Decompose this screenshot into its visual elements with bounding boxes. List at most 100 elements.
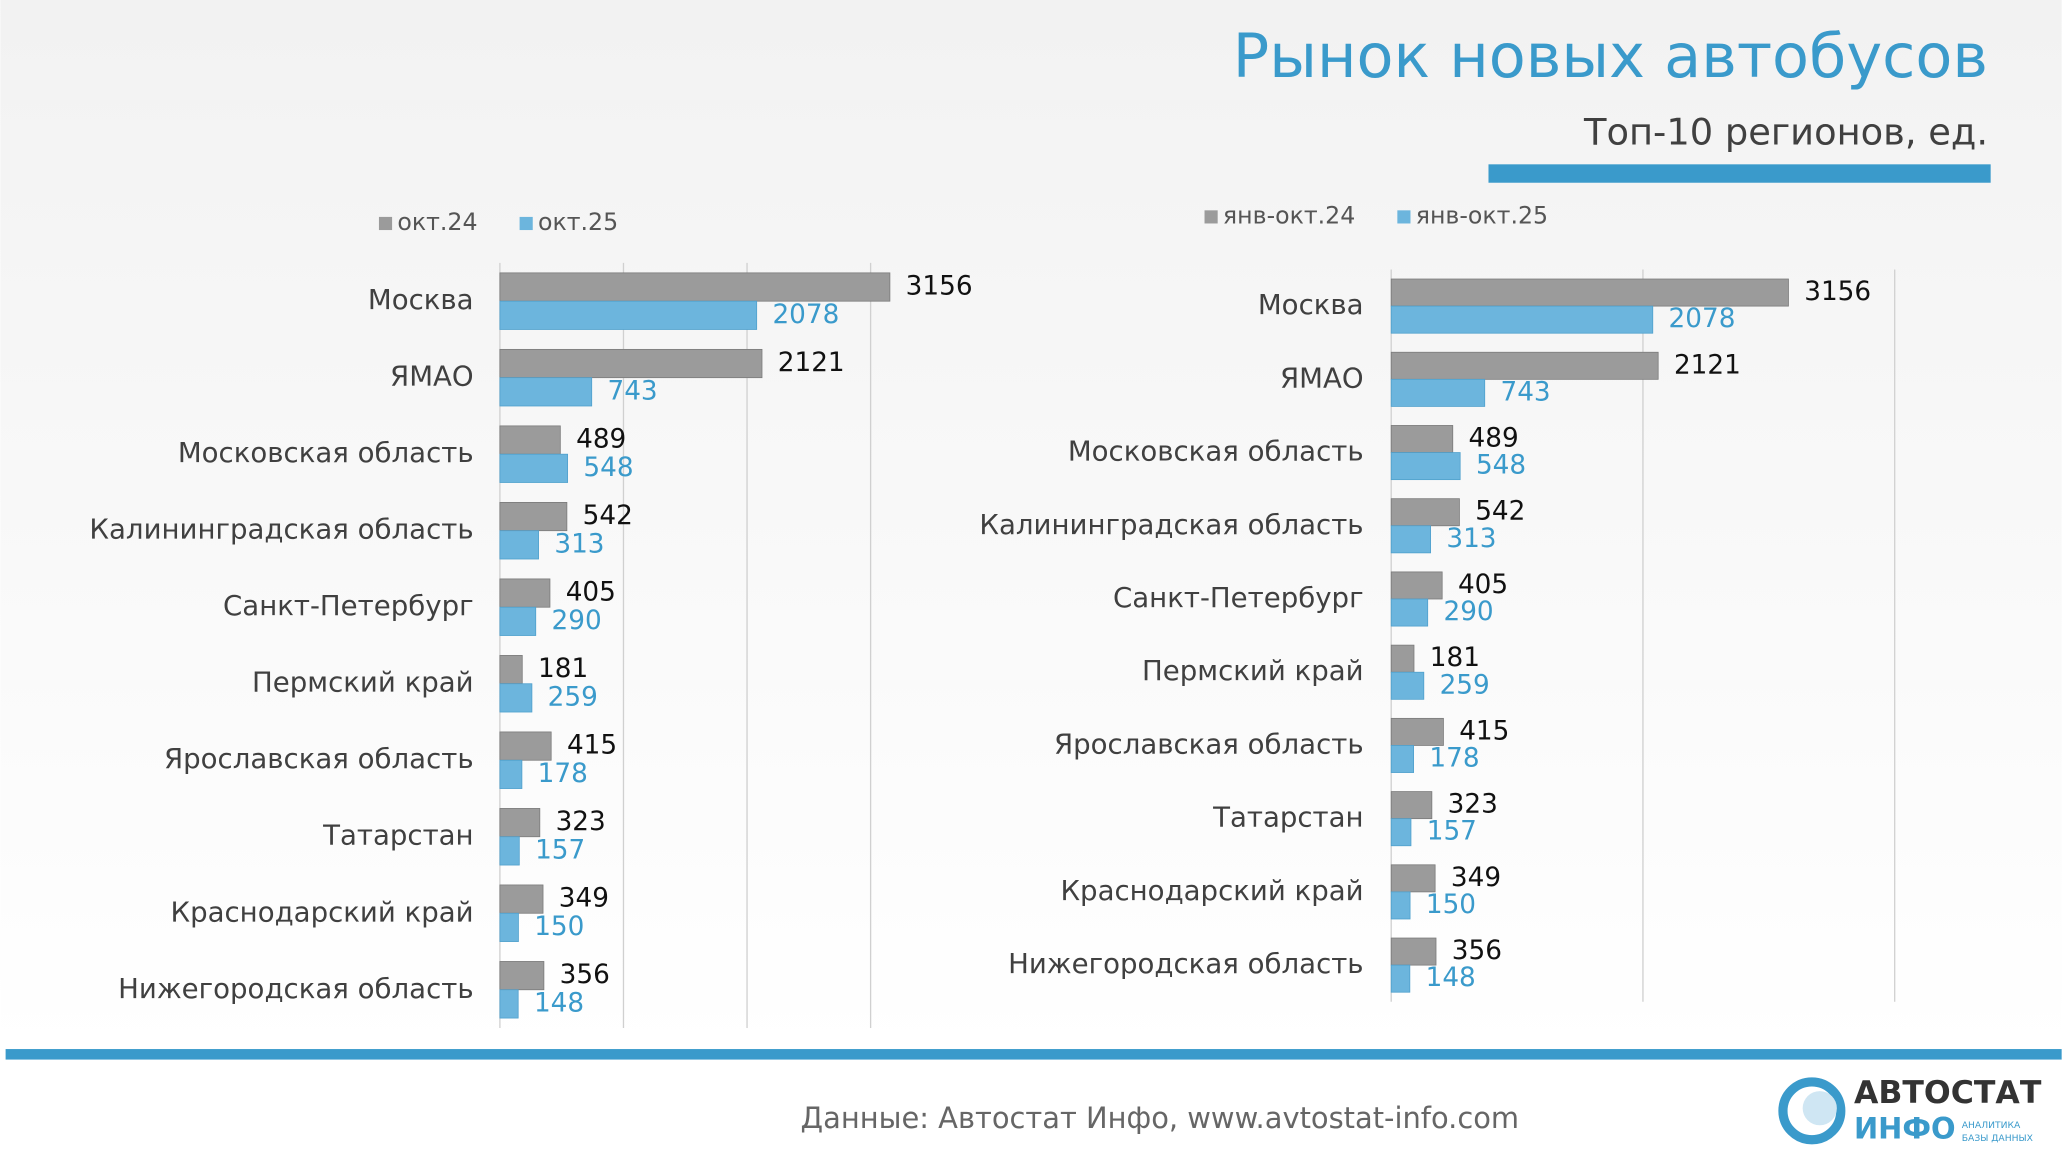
value-label: 181 (1430, 643, 1480, 673)
value-label: 2121 (1674, 350, 1741, 380)
bar (1390, 278, 1789, 307)
bar (499, 808, 541, 838)
value-label: 148 (534, 988, 584, 1018)
category-label: Краснодарский край (1060, 874, 1363, 907)
category-label: Краснодарский край (170, 895, 473, 928)
source: Данные: Автостат Инфо, www.avtostat-info… (801, 1101, 1520, 1135)
bar (499, 348, 763, 379)
bar (1390, 717, 1444, 746)
value-label: 157 (535, 835, 585, 865)
value-label: 290 (1443, 597, 1493, 627)
logo-tag: БАЗЫ ДАННЫХ (1962, 1133, 2033, 1144)
value-label: 743 (1501, 377, 1551, 407)
bar (499, 884, 544, 914)
value-label: 157 (1427, 817, 1477, 847)
bar (1390, 964, 1411, 993)
value-label: 415 (567, 731, 617, 761)
value-label: 548 (583, 453, 633, 483)
value-label: 150 (534, 912, 584, 942)
category-label: Пермский край (252, 666, 474, 699)
title: Рынок новых автобусов (1233, 22, 1988, 92)
bar (1390, 671, 1425, 700)
value-label: 313 (1446, 524, 1496, 554)
bar (1390, 378, 1486, 407)
category-label: Татарстан (322, 819, 473, 852)
value-label: 743 (607, 376, 657, 406)
legend-swatch (1204, 210, 1218, 224)
bar (499, 606, 537, 636)
category-label: Татарстан (1212, 801, 1363, 834)
bar (499, 836, 520, 866)
value-label: 415 (1459, 716, 1509, 746)
value-label: 489 (576, 425, 626, 455)
bar (1390, 525, 1431, 554)
bar (499, 272, 891, 302)
value-label: 290 (552, 606, 602, 636)
header-bar (1488, 164, 1991, 183)
category-label: Нижегородская область (1008, 947, 1363, 980)
bar (1390, 598, 1429, 627)
category-label: Пермский край (1142, 654, 1364, 687)
category-label: Москва (368, 283, 474, 316)
category-label: Московская область (1068, 435, 1364, 468)
category-label: Санкт-Петербург (223, 589, 474, 622)
value-label: 181 (538, 654, 588, 684)
category-label: Нижегородская область (118, 972, 473, 1005)
legend-swatch (1397, 210, 1411, 224)
legend-label: янв-окт.24 (1223, 201, 1355, 229)
value-label: 356 (560, 960, 610, 990)
bar (1390, 571, 1443, 600)
bar (499, 655, 523, 685)
value-label: 323 (1448, 790, 1498, 820)
bar (499, 912, 519, 942)
category-label: Ярославская область (1054, 727, 1364, 760)
bar (499, 530, 539, 560)
bar (1390, 745, 1415, 773)
category-label: Калининградская область (89, 513, 473, 546)
logo-icon-inner (1802, 1091, 1837, 1126)
bar (1390, 498, 1460, 527)
value-label: 150 (1426, 890, 1476, 920)
value-label: 2121 (778, 348, 845, 378)
bar (1390, 818, 1412, 847)
bar (1390, 864, 1436, 893)
bar (499, 759, 523, 789)
legend-label: янв-окт.25 (1416, 201, 1548, 229)
logo-text: ИНФО (1854, 1112, 1956, 1146)
footer-bar (5, 1049, 2062, 1060)
bar (1390, 305, 1654, 334)
legend-swatch (519, 216, 533, 231)
bar (499, 578, 551, 608)
value-label: 542 (583, 501, 633, 531)
legend-label: окт.25 (538, 208, 618, 236)
bar (1390, 937, 1437, 966)
category-label: Москва (1258, 288, 1364, 321)
bar (1390, 891, 1411, 920)
value-label: 542 (1475, 497, 1525, 527)
bar (499, 453, 569, 483)
category-label: ЯМАО (390, 360, 474, 393)
legend-swatch (378, 216, 393, 231)
category-label: Санкт-Петербург (1113, 581, 1364, 614)
logo: АВТОСТАТ ИНФО АНАЛИТИКА БАЗЫ ДАННЫХ (1778, 1075, 2042, 1146)
bar (499, 425, 561, 455)
value-label: 313 (554, 529, 604, 559)
value-label: 323 (556, 807, 606, 837)
value-label: 489 (1469, 424, 1519, 454)
value-label: 3156 (1804, 277, 1871, 307)
bar (1390, 791, 1433, 820)
logo-tag: АНАЛИТИКА (1962, 1120, 2021, 1131)
value-label: 548 (1476, 451, 1526, 481)
subtitle: Топ-10 регионов, ед. (1583, 111, 1988, 154)
category-label: ЯМАО (1280, 361, 1364, 394)
bar (499, 961, 545, 991)
value-label: 349 (1451, 863, 1501, 893)
category-label: Ярославская область (164, 742, 474, 775)
bar (499, 683, 533, 713)
value-label: 356 (1452, 936, 1502, 966)
value-label: 148 (1426, 963, 1476, 993)
bar (1390, 425, 1454, 453)
value-label: 349 (559, 884, 609, 914)
